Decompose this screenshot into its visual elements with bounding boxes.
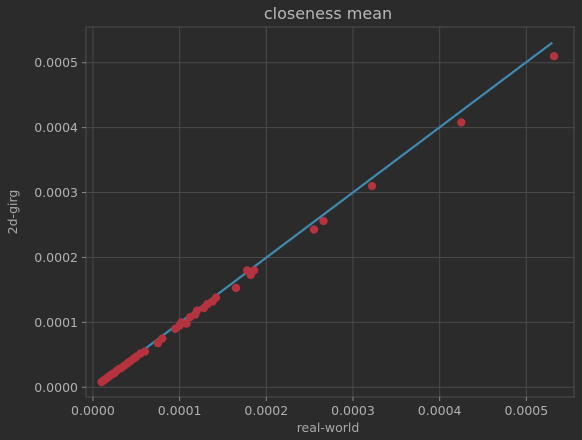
data-points [97,52,559,387]
y-axis-label: 2d-girg [5,190,20,235]
y-tick-label: 0.0001 [34,315,78,330]
y-tick-label: 0.0000 [34,380,78,395]
data-point [211,293,221,302]
data-point [182,319,191,328]
data-point [192,306,202,315]
x-axis-label: real-world [297,420,360,435]
data-point [140,347,150,356]
axis-ticks: 0.0000 0.0001 0.0002 0.0003 0.0004 0.0005 0.00… [34,55,548,418]
y-tick-label: 0.0002 [34,250,78,265]
gridlines [86,27,574,397]
y-tick-label: 0.0005 [34,55,78,70]
data-point [231,283,241,293]
data-point [309,225,319,234]
x-tick-label: 0.0004 [418,403,462,418]
data-point [549,52,559,61]
x-tick-label: 0.0002 [244,403,288,418]
x-tick-label: 0.0000 [71,403,115,418]
data-point [367,181,377,191]
data-point [319,216,328,226]
data-point [457,118,466,127]
y-tick-label: 0.0004 [34,120,78,135]
data-point [158,334,167,343]
plot-area [85,26,575,398]
x-tick-label: 0.0003 [331,403,375,418]
data-point [249,266,259,275]
x-tick-label: 0.0001 [158,403,202,418]
x-tick-label: 0.0005 [504,403,548,418]
y-tick-label: 0.0003 [34,185,78,200]
chart-title: closeness mean [264,4,392,23]
